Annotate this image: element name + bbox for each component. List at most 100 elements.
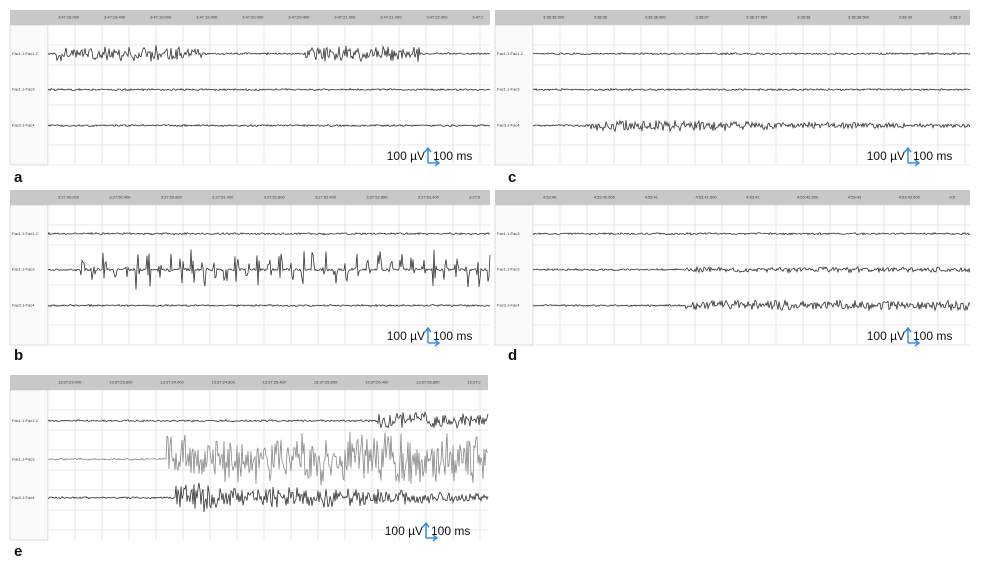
channel-column bbox=[9, 24, 49, 166]
time-tick-label: 3:27:50.400 bbox=[109, 195, 131, 200]
channel-label: Fac3.1-Fac4 bbox=[12, 495, 35, 500]
time-tick-label: 13:37:26.800 bbox=[416, 380, 440, 385]
time-tick-label: 4:53:43 bbox=[848, 195, 862, 200]
channel-label: Fac1.1-Fac1.2 bbox=[12, 231, 39, 236]
time-tick-label: 3:47:21.000 bbox=[334, 15, 356, 20]
time-tick-label: 3:47:18.400 bbox=[104, 15, 126, 20]
header-bar bbox=[10, 375, 488, 390]
time-tick-label: 3:47:18.000 bbox=[58, 15, 80, 20]
eeg-trace bbox=[532, 265, 971, 274]
time-tick-label: 3:27:51.800 bbox=[264, 195, 286, 200]
time-tick-label: 3:27:52.800 bbox=[366, 195, 388, 200]
panel: 13:37:23.400 13:37:23.800 13:37:24.400 13:3… bbox=[9, 375, 489, 560]
scale-duration: 100 ms bbox=[913, 329, 952, 343]
time-tick-label: 4:5 bbox=[950, 195, 956, 200]
channel-column bbox=[9, 204, 49, 346]
time-tick-label: 13:37:24.800 bbox=[211, 380, 235, 385]
scale-arrow bbox=[422, 521, 439, 542]
time-tick-label: 13:37:2 bbox=[467, 380, 481, 385]
scale-amplitude: 100 µV bbox=[385, 524, 423, 538]
eeg-trace bbox=[48, 431, 489, 486]
time-tick-label: 3:47:19.400 bbox=[196, 15, 218, 20]
channel-label: Fac1.1-Fac3 bbox=[12, 456, 35, 461]
plot-area bbox=[533, 205, 970, 345]
time-tick-label: 4:53:41.500 bbox=[695, 195, 717, 200]
scale-arrow bbox=[904, 326, 921, 347]
scale-amplitude: 100 µV bbox=[387, 149, 425, 163]
panel-label: b bbox=[14, 347, 23, 364]
time-tick-label: 3:38:35.500 bbox=[543, 15, 565, 20]
eeg-trace bbox=[532, 232, 971, 236]
scale-duration: 100 ms bbox=[433, 329, 472, 343]
panel: 3:47:18.000 3:47:18.400 3:47:19.000 3:47:19… bbox=[9, 10, 491, 186]
eeg-trace bbox=[47, 123, 491, 128]
plot-area bbox=[48, 205, 490, 345]
channel-label: Fac1.1-Fac1.2 bbox=[12, 51, 39, 56]
time-tick-label: 3:27:50.800 bbox=[161, 195, 183, 200]
eeg-trace bbox=[47, 44, 491, 63]
channel-label: Fac1.1-Fac3 bbox=[497, 231, 520, 236]
header-bar bbox=[10, 10, 490, 25]
eeg-trace bbox=[532, 87, 971, 92]
time-tick-label: 3:38:37.500 bbox=[746, 15, 768, 20]
time-tick-label: 4:53:42 bbox=[746, 195, 760, 200]
time-tick-label: 13:37:24.400 bbox=[160, 380, 184, 385]
header-bar bbox=[495, 10, 970, 25]
time-tick-label: 3:38:3 bbox=[950, 15, 962, 20]
time-tick-label: 13:37:26.400 bbox=[365, 380, 389, 385]
time-tick-label: 13:37:23.400 bbox=[58, 380, 82, 385]
header-bar bbox=[10, 190, 490, 205]
channel-label: Fac3.1-Fac4 bbox=[497, 123, 520, 128]
time-tick-label: 3:27:53.400 bbox=[418, 195, 440, 200]
time-tick-label: 13:37:25.800 bbox=[314, 380, 338, 385]
channel-label: Fac1.1-Fac3 bbox=[12, 87, 35, 92]
eeg-trace bbox=[47, 303, 491, 308]
time-tick-label: 3:38:39 bbox=[899, 15, 913, 20]
time-tick-label: 13:37:25.400 bbox=[263, 380, 287, 385]
time-tick-label: 3:47:2 bbox=[472, 15, 484, 20]
time-tick-label: 3:47:20.400 bbox=[288, 15, 310, 20]
plot-area bbox=[533, 25, 970, 165]
time-tick-label: 3:27:52.400 bbox=[315, 195, 337, 200]
panel-label: e bbox=[14, 543, 22, 560]
time-tick-label: 4:53:43.500 bbox=[899, 195, 921, 200]
time-tick-label: 3:27:51.400 bbox=[212, 195, 234, 200]
panel: 3:27:49.000 3:27:50.400 3:27:50.800 3:27:51… bbox=[9, 190, 491, 364]
panel: 4:53:40 4:53:40.500 4:53:41 4:53:41.500 4:53… bbox=[494, 190, 971, 364]
time-tick-label: 3:47:22.000 bbox=[426, 15, 448, 20]
header-bar bbox=[495, 190, 970, 205]
time-tick-label: 4:53:42.500 bbox=[797, 195, 819, 200]
time-tick-label: 3:27:49.000 bbox=[58, 195, 80, 200]
channel-column bbox=[494, 204, 534, 346]
eeg-trace bbox=[47, 411, 489, 430]
scale-amplitude: 100 µV bbox=[867, 329, 905, 343]
eeg-trace bbox=[532, 52, 971, 56]
panel-label: c bbox=[508, 169, 516, 186]
scale-arrow bbox=[424, 146, 441, 167]
panel-label: d bbox=[508, 347, 517, 364]
time-tick-label: 3:38:38.500 bbox=[848, 15, 870, 20]
channel-label: Fac3.1-Fac4 bbox=[12, 303, 35, 308]
time-tick-label: 13:37:23.800 bbox=[109, 380, 133, 385]
eeg-trace bbox=[47, 87, 490, 92]
eeg-trace bbox=[532, 119, 971, 133]
channel-label: Fac3.1-Fac4 bbox=[12, 123, 35, 128]
panel-label: a bbox=[14, 169, 23, 186]
channel-label: Fac1.1-Fac3 bbox=[497, 87, 520, 92]
scale-arrow bbox=[424, 326, 441, 347]
scale-arrow bbox=[904, 146, 921, 167]
channel-label: Fac3.1-Fac4 bbox=[497, 303, 520, 308]
scale-duration: 100 ms bbox=[913, 149, 952, 163]
time-tick-label: 3:27:5 bbox=[469, 195, 481, 200]
scale-duration: 100 ms bbox=[431, 524, 470, 538]
scale-duration: 100 ms bbox=[433, 149, 472, 163]
time-tick-label: 3:47:21.400 bbox=[380, 15, 402, 20]
time-tick-label: 3:47:20.000 bbox=[242, 15, 264, 20]
panel: 3:38:35.500 3:38:36 3:38:36.500 3:38:37 3:38… bbox=[494, 10, 971, 186]
time-tick-label: 3:38:36.500 bbox=[645, 15, 667, 20]
time-tick-label: 4:53:40.500 bbox=[594, 195, 616, 200]
eeg-trace bbox=[532, 299, 971, 312]
time-tick-label: 3:47:19.000 bbox=[150, 15, 172, 20]
time-tick-label: 4:53:40 bbox=[543, 195, 557, 200]
